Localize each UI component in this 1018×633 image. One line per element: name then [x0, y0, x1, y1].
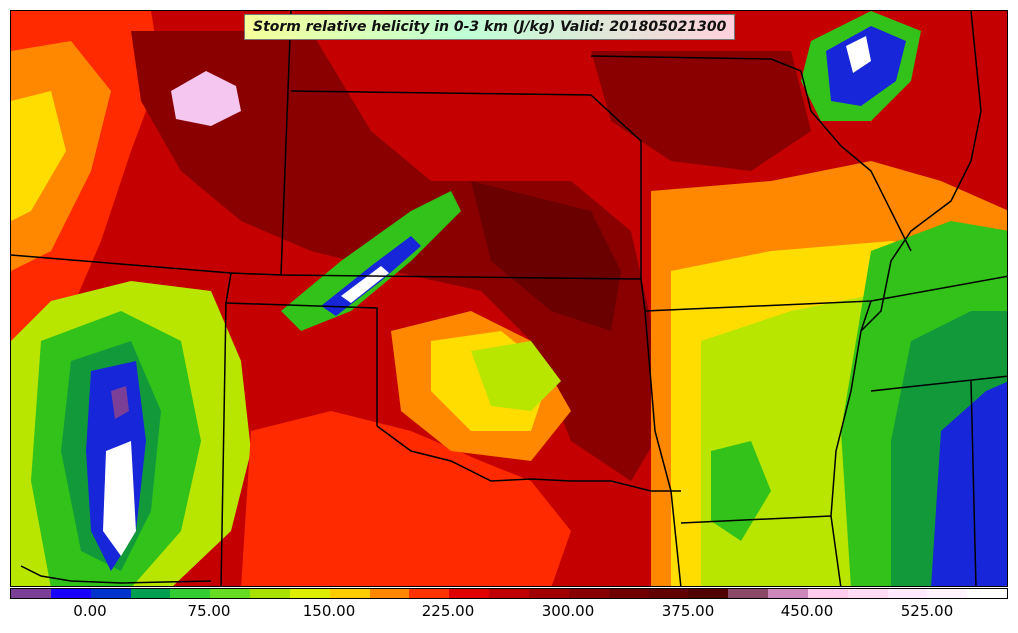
field-pink-blob — [171, 71, 241, 126]
border-line — [680, 515, 832, 524]
border-line — [590, 55, 802, 72]
colorbar-segment — [210, 589, 251, 598]
field-darkest-core — [471, 181, 621, 331]
colorbar-tick-label: 225.00 — [421, 602, 475, 620]
colorbar-segment — [768, 589, 808, 598]
colorbar-tick-label: 375.00 — [661, 602, 715, 620]
field-west-yellow — [11, 91, 66, 221]
map-title: Storm relative helicity in 0-3 km (J/kg)… — [244, 14, 736, 40]
colorbar-segment — [170, 589, 211, 598]
border-line — [280, 11, 292, 276]
field-tx-yellow-green — [471, 341, 561, 411]
colorbar-tick-label: 75.00 — [187, 602, 231, 620]
colorbar-segment — [688, 589, 729, 598]
border-line — [860, 11, 982, 332]
border-line — [830, 330, 862, 586]
colorbar-segment — [250, 589, 290, 598]
colorbar-segment — [449, 589, 490, 598]
border-line — [870, 375, 1007, 392]
colorbar — [10, 588, 1008, 599]
helicity-map — [10, 10, 1008, 587]
border-line — [870, 275, 1007, 302]
colorbar-segment — [489, 589, 529, 598]
border-line — [970, 380, 977, 586]
colorbar-segment — [807, 589, 848, 598]
colorbar-segment — [11, 589, 51, 598]
colorbar-ticks: 0.00 75.00 150.00 225.00 300.00 375.00 450.00 5… — [10, 600, 1008, 630]
colorbar-segment — [50, 589, 91, 598]
colorbar-segment — [608, 589, 649, 598]
colorbar-tick-label: 525.00 — [900, 602, 954, 620]
colorbar-segment — [90, 589, 131, 598]
field-sw-white — [103, 441, 136, 556]
colorbar-segment — [528, 589, 569, 598]
colorbar-segment — [329, 589, 370, 598]
colorbar-segment — [369, 589, 410, 598]
state-borders — [11, 11, 1007, 586]
border-line — [640, 278, 682, 586]
field-sw-purple — [111, 386, 129, 419]
field-east-blue — [931, 381, 1007, 586]
field-tx-red — [241, 411, 571, 586]
colorbar-segment — [409, 589, 450, 598]
map-canvas — [11, 11, 1007, 586]
colorbar-segment — [130, 589, 171, 598]
field-diag-white — [341, 266, 389, 303]
colorbar-tick-label: 450.00 — [780, 602, 834, 620]
colorbar-tick-label: 0.00 — [73, 602, 107, 620]
border-line — [20, 565, 212, 584]
colorbar-segment — [927, 589, 968, 598]
colorbar-segment — [568, 589, 609, 598]
border-line — [290, 90, 592, 96]
colorbar-segment — [289, 589, 330, 598]
border-line — [376, 425, 681, 492]
colorbar-tick-label: 150.00 — [302, 602, 356, 620]
colorbar-segment — [847, 589, 888, 598]
colorbar-segment — [887, 589, 928, 598]
border-line — [590, 94, 642, 279]
field-northeast-dark — [591, 51, 811, 171]
field-ne-white — [846, 36, 871, 73]
colorbar-tick-label: 300.00 — [541, 602, 595, 620]
border-line — [11, 254, 232, 274]
field-diag-green — [281, 191, 461, 331]
colorbar-segment — [728, 589, 769, 598]
colorbar-segment — [648, 589, 689, 598]
field-central-green — [711, 441, 771, 541]
border-line — [800, 70, 912, 252]
border-line — [225, 302, 378, 426]
colorbar-segment — [967, 589, 1008, 598]
